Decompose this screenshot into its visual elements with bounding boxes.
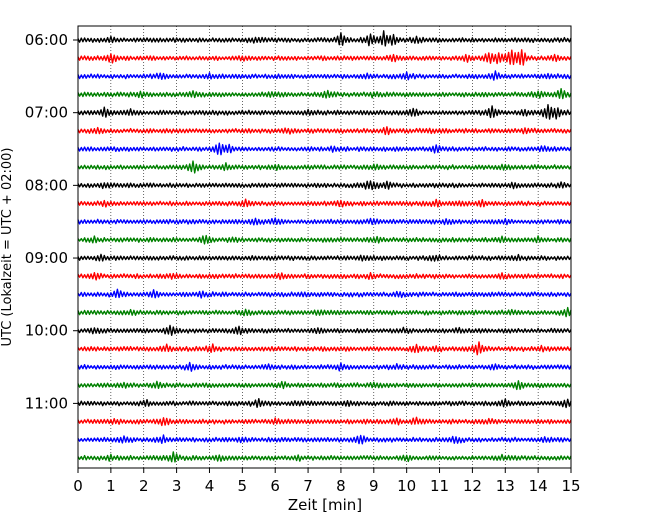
x-tick-label: 1 (106, 477, 116, 495)
trace-1100 (77, 398, 572, 409)
x-tick-label: 12 (463, 477, 482, 495)
x-tick-label: 4 (205, 477, 215, 495)
trace-1015 (77, 341, 572, 356)
y-tick-label: 10:00 (25, 322, 68, 340)
trace-1045 (77, 380, 572, 391)
x-tick-label: 5 (238, 477, 248, 495)
trace-0930 (77, 288, 572, 299)
plot-frame (77, 25, 572, 469)
trace-0830 (77, 217, 572, 226)
trace-0745 (77, 160, 572, 174)
x-tick-label: 10 (397, 477, 416, 495)
x-tick-label: 7 (303, 477, 313, 495)
x-tick-label: 6 (270, 477, 280, 495)
y-axis-label: UTC (Lokalzeit = UTC + 02:00) (0, 148, 15, 347)
y-tick-label: 09:00 (25, 249, 68, 267)
trace-0630 (77, 70, 572, 81)
x-tick-label: 14 (529, 477, 548, 495)
trace-1115 (77, 416, 572, 427)
x-tick-label: 9 (369, 477, 379, 495)
seismogram-traces (77, 30, 572, 463)
trace-0945 (77, 306, 572, 318)
y-tick-label: 08:00 (25, 176, 68, 194)
trace-1130 (77, 434, 572, 445)
y-tick-label: 07:00 (25, 104, 68, 122)
trace-0645 (77, 88, 572, 100)
x-tick-label: 15 (561, 477, 580, 495)
x-tick-label: 0 (73, 477, 83, 495)
x-tick-label: 13 (496, 477, 515, 495)
trace-0715 (77, 126, 572, 136)
trace-0700 (77, 104, 572, 120)
trace-0915 (77, 272, 572, 281)
trace-1000 (77, 324, 572, 336)
x-axis-ticks: 0 1 2 3 4 5 6 7 8 9 10 11 12 13 14 15 (73, 468, 581, 495)
trace-0845 (77, 234, 572, 245)
trace-0900 (77, 253, 572, 262)
trace-0730 (77, 142, 572, 156)
y-tick-label: 11:00 (25, 394, 68, 412)
x-axis-label: Zeit [min] (288, 496, 362, 514)
trace-0800 (77, 180, 572, 191)
x-tick-label: 8 (336, 477, 346, 495)
trace-0600 (77, 30, 572, 47)
x-tick-label: 11 (430, 477, 449, 495)
y-axis-ticks: 06:00 07:00 08:00 09:00 10:00 11:00 (25, 31, 78, 412)
trace-1030 (77, 361, 572, 372)
x-tick-label: 3 (172, 477, 182, 495)
x-tick-label: 2 (139, 477, 149, 495)
y-tick-label: 06:00 (25, 31, 68, 49)
trace-0615 (77, 49, 572, 66)
trace-0815 (77, 198, 572, 208)
trace-1145 (77, 451, 572, 463)
